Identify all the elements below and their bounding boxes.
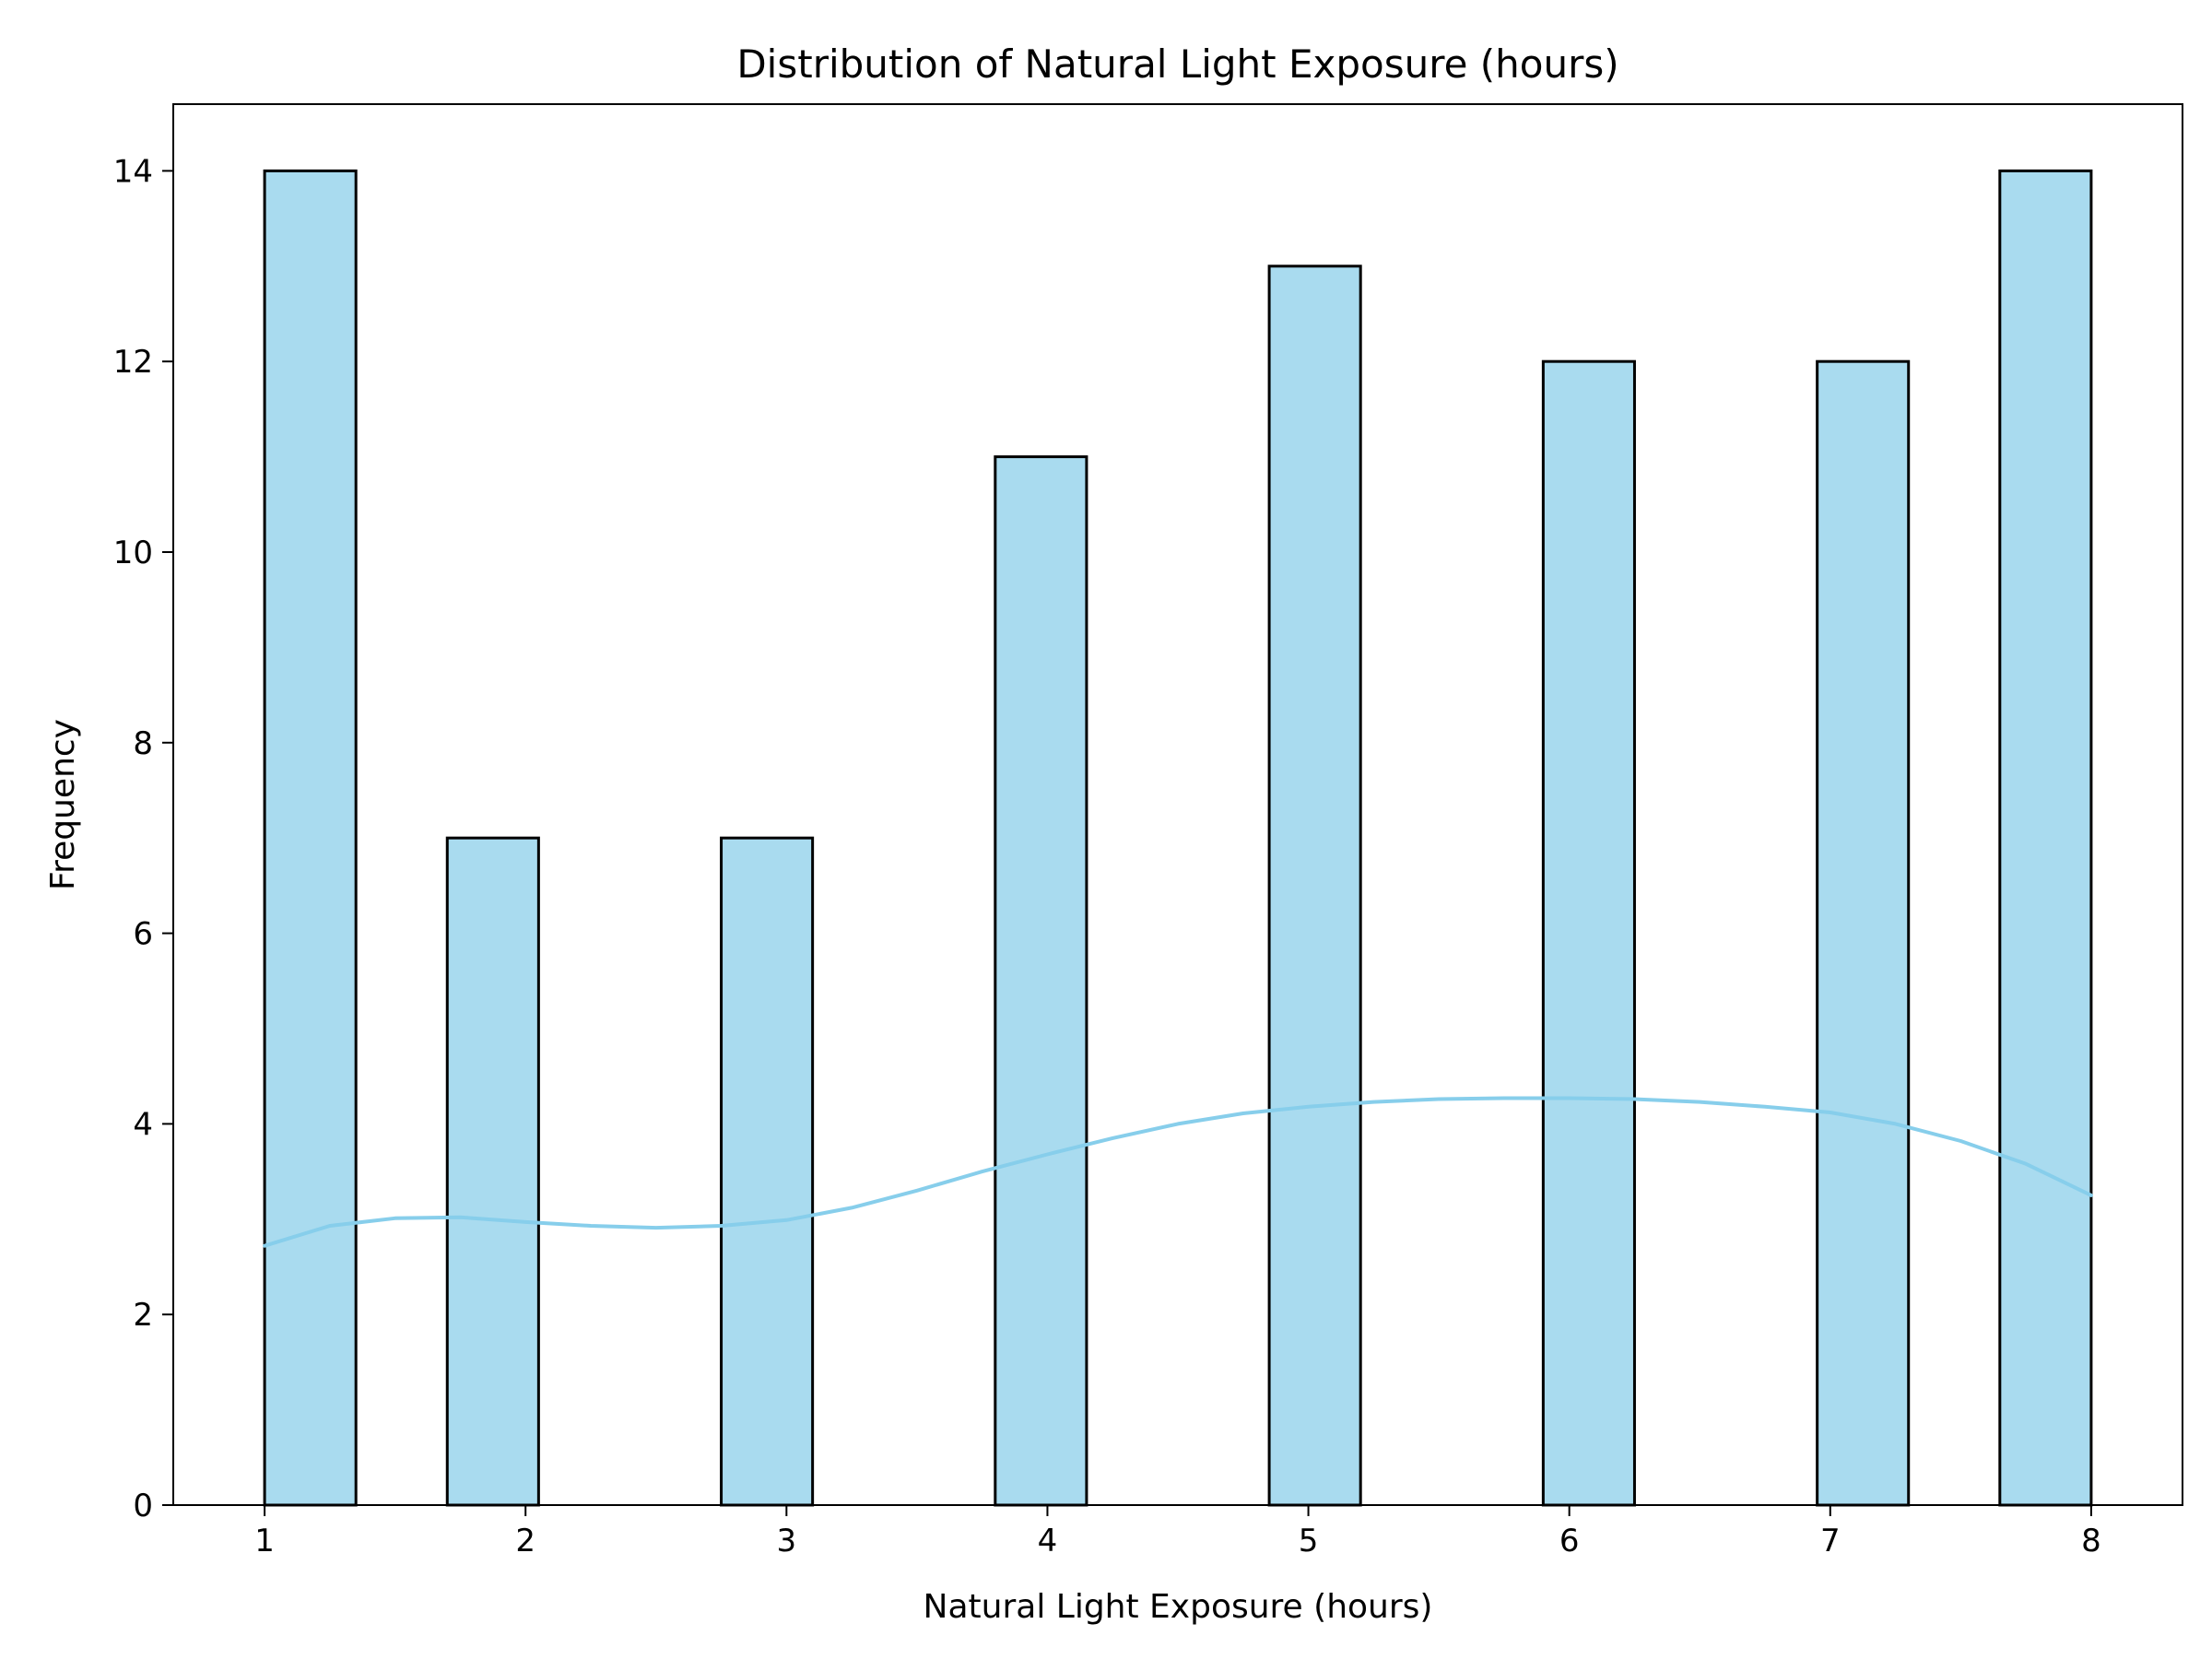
x-tick-label: 8 [2081,1523,2101,1559]
y-tick-label: 14 [113,153,153,190]
x-tick-label: 6 [1559,1523,1580,1559]
histogram-bar-1 [263,169,358,1507]
kde-layer [263,1096,2093,1248]
y-axis-ticks: 0 2 4 6 8 10 12 14 [113,153,173,1524]
x-tick-label: 7 [1820,1523,1841,1559]
y-axis-title: Frequency [44,719,82,890]
bars-layer [263,169,2093,1507]
x-tick-label: 3 [777,1523,797,1559]
histogram-bar-8 [1998,169,2093,1507]
y-tick-label: 4 [133,1106,153,1143]
histogram-bar-3 [720,836,815,1507]
y-tick-label: 2 [133,1297,153,1334]
x-axis-title: Natural Light Exposure (hours) [924,1588,1433,1626]
y-tick-label: 6 [133,916,153,953]
histogram-bar-6 [1541,359,1636,1507]
x-tick-label: 4 [1038,1523,1058,1559]
chart-title: Distribution of Natural Light Exposure (… [736,41,1618,87]
x-tick-label: 2 [515,1523,535,1559]
y-tick-label: 12 [113,344,153,381]
y-tick-label: 0 [133,1488,153,1524]
y-tick-label: 10 [113,535,153,571]
kde-density-line [263,1096,2093,1248]
histogram-bar-5 [1267,265,1362,1507]
histogram-bar-4 [994,455,1088,1507]
x-tick-label: 1 [254,1523,275,1559]
x-tick-label: 5 [1299,1523,1319,1559]
y-tick-label: 8 [133,725,153,762]
plot-frame [172,103,2183,1506]
histogram-bar-7 [1816,359,1911,1507]
x-axis-ticks: 1 2 3 4 5 6 7 8 [254,1505,2101,1559]
histogram-bar-2 [445,836,540,1507]
